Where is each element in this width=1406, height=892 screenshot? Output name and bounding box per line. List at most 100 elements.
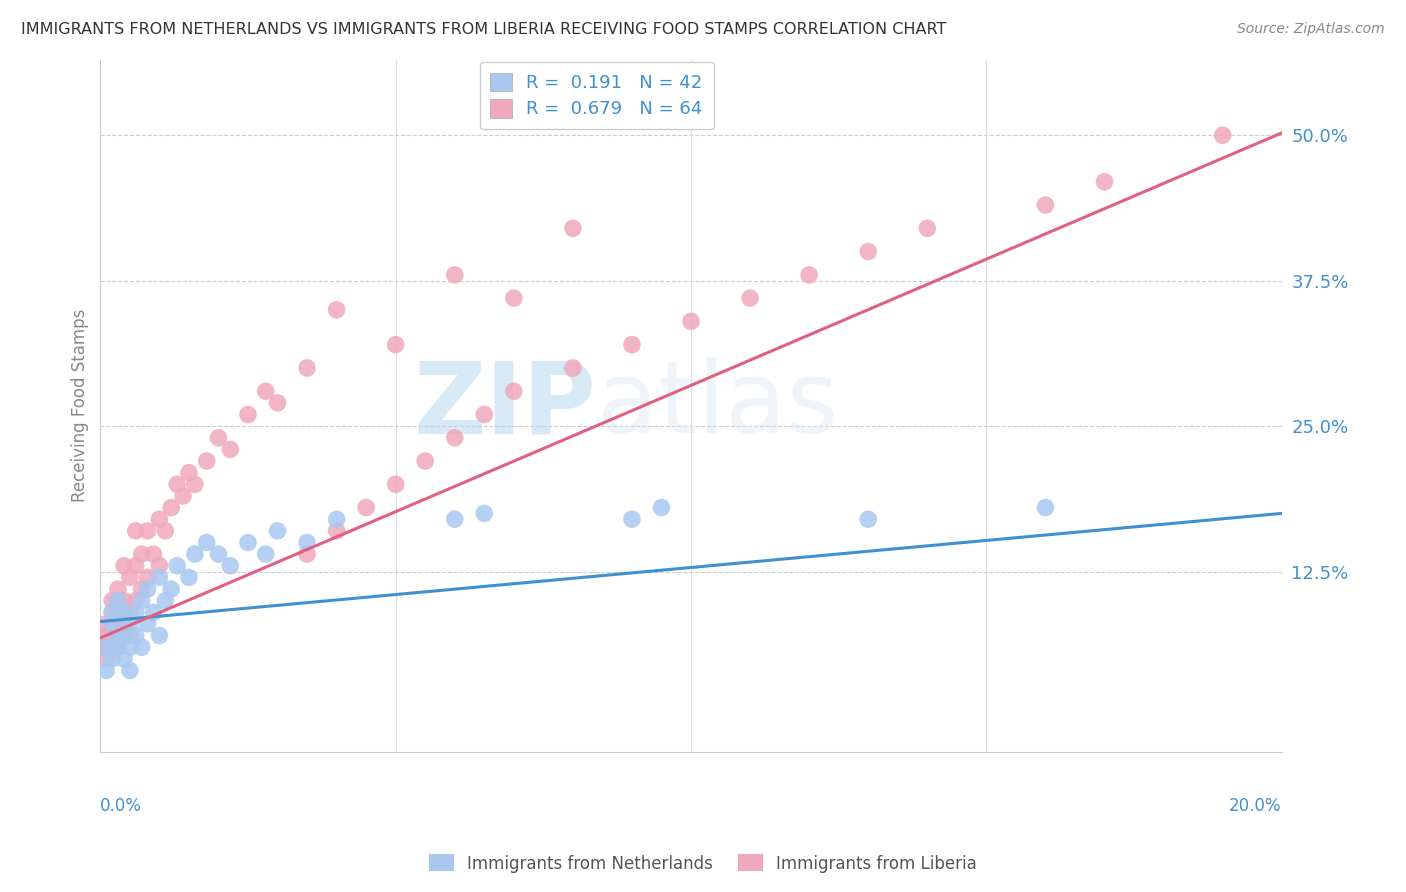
Point xyxy=(107,640,129,655)
Point xyxy=(384,477,406,491)
Point xyxy=(148,512,170,526)
Point xyxy=(118,629,141,643)
Point xyxy=(295,360,318,375)
Point xyxy=(101,616,124,631)
Point xyxy=(254,547,277,561)
Text: 20.0%: 20.0% xyxy=(1229,797,1282,815)
Point xyxy=(177,570,200,584)
Point xyxy=(266,524,288,538)
Point xyxy=(443,268,465,282)
Point xyxy=(917,221,939,235)
Y-axis label: Receiving Food Stamps: Receiving Food Stamps xyxy=(72,309,89,502)
Point xyxy=(131,582,153,596)
Point xyxy=(131,593,153,607)
Point xyxy=(472,507,495,521)
Point xyxy=(96,640,118,655)
Point xyxy=(502,291,524,305)
Point xyxy=(107,582,129,596)
Point xyxy=(172,489,194,503)
Point xyxy=(679,314,702,328)
Point xyxy=(207,547,229,561)
Point xyxy=(125,605,148,619)
Point xyxy=(125,524,148,538)
Point xyxy=(858,244,880,259)
Point xyxy=(107,629,129,643)
Point xyxy=(1212,128,1234,143)
Text: 0.0%: 0.0% xyxy=(100,797,142,815)
Text: IMMIGRANTS FROM NETHERLANDS VS IMMIGRANTS FROM LIBERIA RECEIVING FOOD STAMPS COR: IMMIGRANTS FROM NETHERLANDS VS IMMIGRANT… xyxy=(21,22,946,37)
Legend: Immigrants from Netherlands, Immigrants from Liberia: Immigrants from Netherlands, Immigrants … xyxy=(422,847,984,880)
Point xyxy=(325,302,347,317)
Text: Source: ZipAtlas.com: Source: ZipAtlas.com xyxy=(1237,22,1385,37)
Point xyxy=(125,629,148,643)
Point xyxy=(155,524,177,538)
Point xyxy=(254,384,277,399)
Point xyxy=(125,593,148,607)
Point xyxy=(620,512,643,526)
Point xyxy=(472,408,495,422)
Text: ZIP: ZIP xyxy=(413,358,596,454)
Point xyxy=(136,582,159,596)
Point xyxy=(96,652,118,666)
Point xyxy=(96,664,118,678)
Point xyxy=(112,652,135,666)
Point xyxy=(107,629,129,643)
Point xyxy=(325,512,347,526)
Point xyxy=(502,384,524,399)
Point xyxy=(195,454,218,468)
Point xyxy=(160,500,183,515)
Legend: R =  0.191   N = 42, R =  0.679   N = 64: R = 0.191 N = 42, R = 0.679 N = 64 xyxy=(479,62,713,129)
Point xyxy=(1035,198,1057,212)
Point xyxy=(101,605,124,619)
Point xyxy=(266,396,288,410)
Point xyxy=(96,629,118,643)
Point xyxy=(561,360,583,375)
Point xyxy=(155,593,177,607)
Point xyxy=(160,582,183,596)
Point xyxy=(131,547,153,561)
Point xyxy=(142,547,165,561)
Point xyxy=(101,652,124,666)
Point xyxy=(177,466,200,480)
Point xyxy=(112,605,135,619)
Point xyxy=(295,547,318,561)
Text: atlas: atlas xyxy=(596,358,838,454)
Point xyxy=(148,629,170,643)
Point xyxy=(166,558,188,573)
Point xyxy=(101,616,124,631)
Point xyxy=(148,570,170,584)
Point xyxy=(443,431,465,445)
Point xyxy=(118,616,141,631)
Point xyxy=(384,337,406,351)
Point xyxy=(112,593,135,607)
Point xyxy=(118,640,141,655)
Point xyxy=(620,337,643,351)
Point xyxy=(112,616,135,631)
Point xyxy=(207,431,229,445)
Point xyxy=(96,616,118,631)
Point xyxy=(118,570,141,584)
Point xyxy=(118,664,141,678)
Point xyxy=(101,593,124,607)
Point xyxy=(295,535,318,549)
Point xyxy=(740,291,762,305)
Point xyxy=(354,500,377,515)
Point xyxy=(136,570,159,584)
Point xyxy=(858,512,880,526)
Point xyxy=(112,558,135,573)
Point xyxy=(131,640,153,655)
Point xyxy=(101,640,124,655)
Point xyxy=(142,605,165,619)
Point xyxy=(136,524,159,538)
Point xyxy=(325,524,347,538)
Point xyxy=(148,558,170,573)
Point xyxy=(236,535,259,549)
Point xyxy=(125,558,148,573)
Point xyxy=(219,442,242,457)
Point xyxy=(561,221,583,235)
Point xyxy=(101,605,124,619)
Point xyxy=(413,454,436,468)
Point xyxy=(166,477,188,491)
Point xyxy=(799,268,821,282)
Point xyxy=(96,640,118,655)
